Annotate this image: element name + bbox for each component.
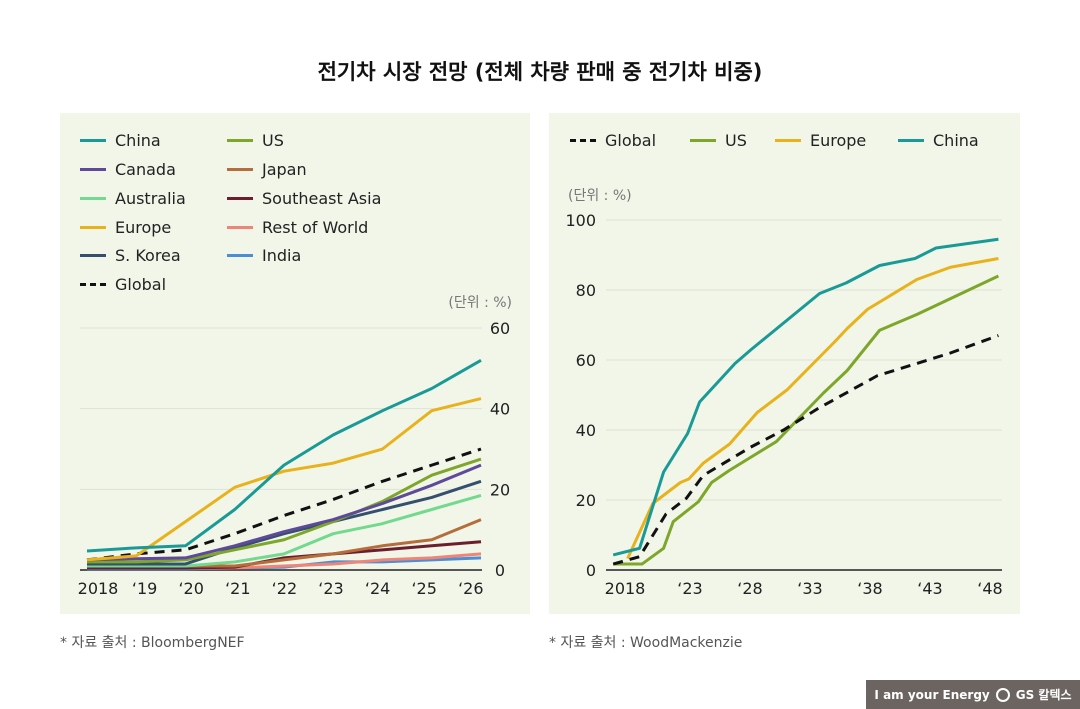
legend-swatch xyxy=(80,197,106,200)
y-tick-label: 20 xyxy=(490,480,510,499)
series-line-europe xyxy=(86,397,482,562)
legend-swatch xyxy=(80,283,106,286)
y-tick-label: 0 xyxy=(586,561,596,580)
legend-label: S. Korea xyxy=(115,246,181,265)
series-line-us xyxy=(87,457,482,564)
legend-item-us: US xyxy=(690,131,747,150)
page-title: 전기차 시장 전망 (전체 차량 판매 중 전기차 비중) xyxy=(317,60,763,84)
y-tick-label: 0 xyxy=(495,561,505,580)
y-tick-label: 20 xyxy=(576,491,596,510)
legend-item-rest-of-world: Rest of World xyxy=(227,218,368,237)
legend-label: Australia xyxy=(115,189,186,208)
legend-swatch xyxy=(227,139,253,142)
series-line-global xyxy=(612,334,999,566)
series-line-global xyxy=(86,447,482,562)
x-tick-label: ‘23 xyxy=(318,579,343,598)
legend-item-china: China xyxy=(80,131,161,150)
x-tick-label: ‘21 xyxy=(225,579,250,598)
x-tick-label: ‘25 xyxy=(411,579,436,598)
y-tick-label: 40 xyxy=(490,400,510,419)
right-source-note: * 자료 출처 : WoodMackenzie xyxy=(549,635,743,651)
x-tick-label: ‘19 xyxy=(132,579,157,598)
x-tick-label: 2018 xyxy=(605,579,646,598)
series-line-southeast-asia xyxy=(87,540,482,570)
x-tick-label: ‘48 xyxy=(977,579,1002,598)
legend-item-canada: Canada xyxy=(80,160,176,179)
legend-item-global: Global xyxy=(570,131,656,150)
x-tick-label: ‘38 xyxy=(857,579,882,598)
x-tick-label: ‘24 xyxy=(365,579,390,598)
y-tick-label: 60 xyxy=(490,319,510,338)
legend-item-australia: Australia xyxy=(80,189,186,208)
x-tick-label: ‘23 xyxy=(677,579,702,598)
legend-swatch xyxy=(227,168,253,171)
legend-label: US xyxy=(262,131,284,150)
legend-swatch xyxy=(227,254,253,257)
legend-label: Rest of World xyxy=(262,218,369,237)
legend-label: US xyxy=(725,131,747,150)
series-line-canada xyxy=(86,463,482,562)
y-tick-label: 40 xyxy=(576,421,596,440)
x-tick-label: 2018 xyxy=(78,579,119,598)
legend-swatch xyxy=(227,226,253,229)
legend-item-japan: Japan xyxy=(227,160,307,179)
legend-swatch xyxy=(690,139,716,142)
series-line-china xyxy=(86,358,482,553)
legend-item-europe: Europe xyxy=(80,218,171,237)
brand-logo: I am your Energy GS 칼텍스 xyxy=(866,680,1080,709)
legend-item-us: US xyxy=(227,131,284,150)
legend-swatch xyxy=(227,197,253,200)
y-tick-label: 100 xyxy=(565,211,596,230)
legend-swatch xyxy=(898,139,924,142)
y-tick-label: 80 xyxy=(576,281,596,300)
legend-label: Southeast Asia xyxy=(262,189,382,208)
legend-item-india: India xyxy=(227,246,301,265)
gs-logo-icon xyxy=(995,687,1010,702)
right-chart-panel xyxy=(549,113,1020,614)
legend-label: India xyxy=(262,246,302,265)
series-line-australia xyxy=(87,493,482,568)
legend-label: Europe xyxy=(810,131,867,150)
series-line-s-korea xyxy=(87,479,482,566)
legend-item-southeast-asia: Southeast Asia xyxy=(227,189,381,208)
legend-item-global: Global xyxy=(80,275,166,294)
series-line-china xyxy=(612,237,999,557)
legend-label: China xyxy=(933,131,979,150)
series-line-europe xyxy=(626,257,999,560)
legend-swatch xyxy=(80,254,106,257)
legend-label: Global xyxy=(115,275,167,294)
left-source-note: * 자료 출처 : BloombergNEF xyxy=(60,635,245,651)
legend-swatch xyxy=(80,168,106,171)
x-tick-label: ‘26 xyxy=(458,579,483,598)
x-tick-label: ‘28 xyxy=(737,579,762,598)
legend-swatch xyxy=(570,139,596,142)
legend-label: Japan xyxy=(262,160,307,179)
unit-label: (단위 : %) xyxy=(448,295,512,311)
series-line-us xyxy=(613,274,1000,566)
legend-item-europe: Europe xyxy=(775,131,866,150)
logo-brand: GS 칼텍스 xyxy=(1015,688,1072,702)
legend-item-china: China xyxy=(898,131,979,150)
legend-label: Global xyxy=(605,131,657,150)
legend-label: Europe xyxy=(115,218,172,237)
legend-swatch xyxy=(775,139,801,142)
x-tick-label: ‘43 xyxy=(917,579,942,598)
legend-label: China xyxy=(115,131,161,150)
legend-swatch xyxy=(80,226,106,229)
legend-item-s-korea: S. Korea xyxy=(80,246,181,265)
x-tick-label: ‘20 xyxy=(178,579,203,598)
y-tick-label: 60 xyxy=(576,351,596,370)
legend-label: Canada xyxy=(115,160,176,179)
x-tick-label: ‘33 xyxy=(797,579,822,598)
x-tick-label: ‘22 xyxy=(272,579,297,598)
legend-swatch xyxy=(80,139,106,142)
logo-slogan: I am your Energy xyxy=(874,687,990,702)
unit-label: (단위 : %) xyxy=(568,188,632,204)
